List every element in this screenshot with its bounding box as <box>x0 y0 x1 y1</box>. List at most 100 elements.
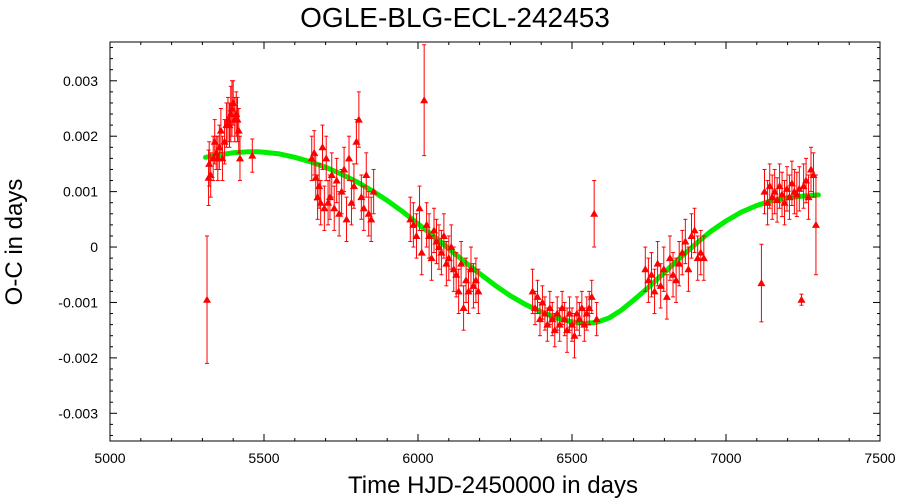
data-point <box>693 254 702 262</box>
data-point <box>811 220 820 228</box>
y-tick-labels: -0.003 -0.002 -0.001 0 0.001 0.002 0.003 <box>58 73 98 421</box>
data-point <box>587 292 596 300</box>
x-tick-label: 7000 <box>710 450 741 466</box>
data-point <box>427 254 436 262</box>
data-point <box>316 198 325 206</box>
data-point <box>535 315 544 323</box>
data-point <box>340 165 349 173</box>
data-point <box>439 231 448 239</box>
data-point <box>690 226 699 234</box>
data-point <box>318 143 327 151</box>
data-point <box>337 187 346 195</box>
data-point <box>675 259 684 267</box>
data-point <box>641 265 650 273</box>
data-point <box>797 295 806 303</box>
data-point <box>681 237 690 245</box>
data-point <box>406 215 415 223</box>
data-point <box>678 248 687 256</box>
data-point <box>656 281 665 289</box>
data-point <box>687 231 696 239</box>
axis-ticks <box>109 42 881 441</box>
data-point <box>459 304 468 311</box>
y-tick-label: -0.001 <box>58 294 98 310</box>
data-point <box>235 154 244 162</box>
x-tick-label: 7500 <box>864 450 895 466</box>
x-tick-label: 6500 <box>556 450 587 466</box>
data-point <box>315 182 324 190</box>
data-point <box>332 176 341 184</box>
data-point <box>327 171 336 178</box>
data-point <box>543 320 552 328</box>
data-point <box>699 254 708 262</box>
x-tick-label: 5500 <box>248 450 279 466</box>
model-curve <box>203 149 821 326</box>
data-point <box>345 154 354 162</box>
data-point <box>342 215 351 223</box>
data-point <box>359 204 368 212</box>
data-point <box>354 115 363 123</box>
plot-frame <box>109 41 881 442</box>
data-point <box>592 315 601 323</box>
data-point <box>653 259 662 267</box>
chart-title: OGLE-BLG-ECL-242453 <box>300 2 610 33</box>
data-point <box>409 220 418 228</box>
y-tick-label: 0.001 <box>63 184 98 200</box>
data-point <box>563 326 572 334</box>
data-point <box>248 151 257 159</box>
data-point <box>650 287 659 295</box>
data-point <box>533 292 542 300</box>
data-point <box>330 204 339 212</box>
data-point <box>659 265 668 273</box>
data-point <box>234 126 243 134</box>
data-point <box>696 248 705 256</box>
data-point <box>804 193 813 201</box>
data-point <box>233 115 242 123</box>
data-point <box>590 209 599 217</box>
data-point <box>757 279 766 287</box>
data-point <box>362 171 371 178</box>
data-point <box>320 204 329 212</box>
y-tick-label: -0.003 <box>58 405 98 421</box>
data-point <box>415 204 424 212</box>
x-tick-labels: 5000 5500 6000 6500 7000 7500 <box>94 450 895 466</box>
data-point <box>669 270 678 278</box>
data-point <box>310 148 319 156</box>
data-point <box>570 331 579 339</box>
data-point <box>647 270 656 278</box>
data-point <box>672 276 681 284</box>
data-point <box>665 254 674 262</box>
y-tick-label: 0.003 <box>63 73 98 89</box>
data-point <box>550 326 559 334</box>
data-point <box>760 187 769 195</box>
y-tick-label: 0 <box>90 239 98 255</box>
data-point <box>412 231 421 239</box>
y-tick-label: 0.002 <box>63 128 98 144</box>
data-point <box>369 187 378 195</box>
data-point <box>417 248 426 256</box>
y-axis-label: O-C in days <box>1 179 28 306</box>
data-point <box>464 287 473 295</box>
y-tick-label: -0.002 <box>58 350 98 366</box>
data-point <box>457 259 466 267</box>
data-point <box>474 287 483 295</box>
data-point <box>555 320 564 328</box>
data-point <box>335 209 344 217</box>
data-point <box>227 104 236 112</box>
model-curve-line <box>203 149 821 326</box>
data-point <box>795 184 804 192</box>
x-tick-label: 5000 <box>94 450 125 466</box>
data-point <box>349 182 358 190</box>
data-point <box>322 154 331 162</box>
data-point <box>684 265 693 273</box>
data-point <box>454 287 463 295</box>
data-point <box>662 292 671 300</box>
data-point <box>644 276 653 284</box>
x-tick-label: 6000 <box>402 450 433 466</box>
data-point <box>203 295 212 303</box>
data-point <box>367 215 376 223</box>
x-axis-label: Time HJD-2450000 in days <box>348 472 638 499</box>
data-points <box>203 44 820 364</box>
data-point <box>420 96 429 104</box>
data-point <box>216 126 225 134</box>
